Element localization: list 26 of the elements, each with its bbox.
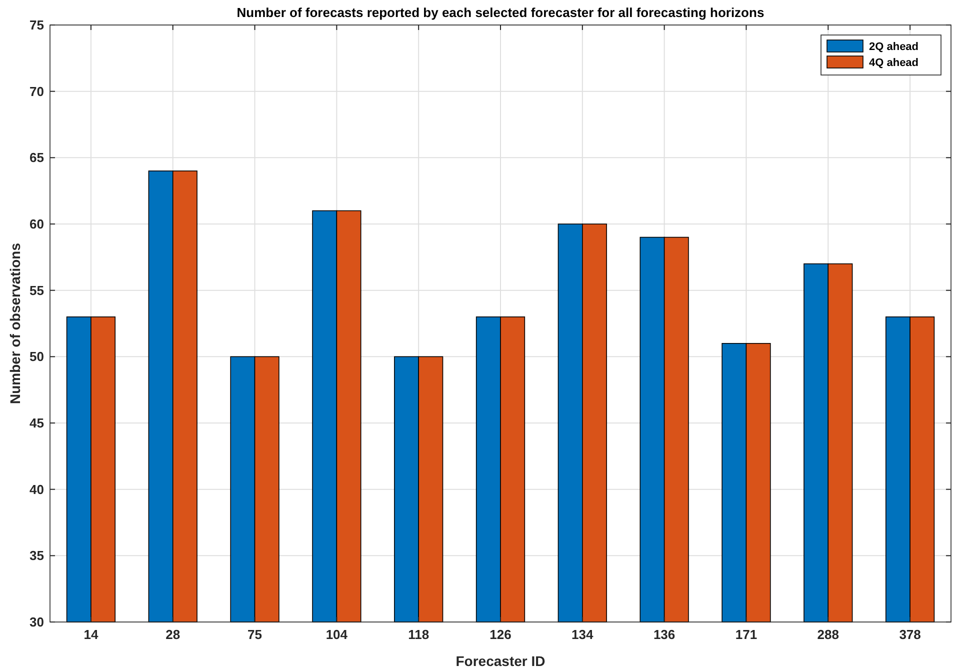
x-tick-label: 378 (899, 627, 921, 642)
y-tick-label: 75 (30, 18, 44, 33)
x-tick-label: 171 (735, 627, 758, 642)
y-tick-label: 65 (30, 150, 44, 166)
x-tick-label: 75 (248, 627, 262, 642)
x-tick-label: 126 (490, 627, 512, 642)
legend-label: 4Q ahead (869, 56, 919, 69)
x-tick-label: 134 (572, 627, 594, 642)
y-tick-label: 50 (30, 349, 44, 364)
y-tick-label: 30 (30, 614, 44, 630)
x-tick-label: 28 (166, 627, 180, 642)
y-tick-label: 35 (30, 548, 44, 564)
y-axis-title: Number of observations (7, 242, 23, 404)
x-tick-label: 14 (84, 627, 99, 642)
x-tick-label: 288 (817, 627, 839, 642)
y-tick-label: 60 (30, 216, 44, 232)
x-axis-title: Forecaster ID (456, 653, 546, 669)
x-tick-label: 104 (326, 627, 348, 642)
x-tick-label: 136 (653, 627, 676, 642)
y-tick-label: 45 (30, 416, 44, 431)
legend-label: 2Q ahead (869, 40, 919, 53)
x-tick-label: 118 (408, 627, 430, 642)
chart-title: Number of forecasts reported by each selected forecaster for all forecasting horizons (236, 5, 764, 20)
y-tick-label: 70 (30, 84, 44, 99)
y-tick-label: 40 (30, 482, 44, 497)
y-tick-label: 55 (30, 282, 44, 298)
